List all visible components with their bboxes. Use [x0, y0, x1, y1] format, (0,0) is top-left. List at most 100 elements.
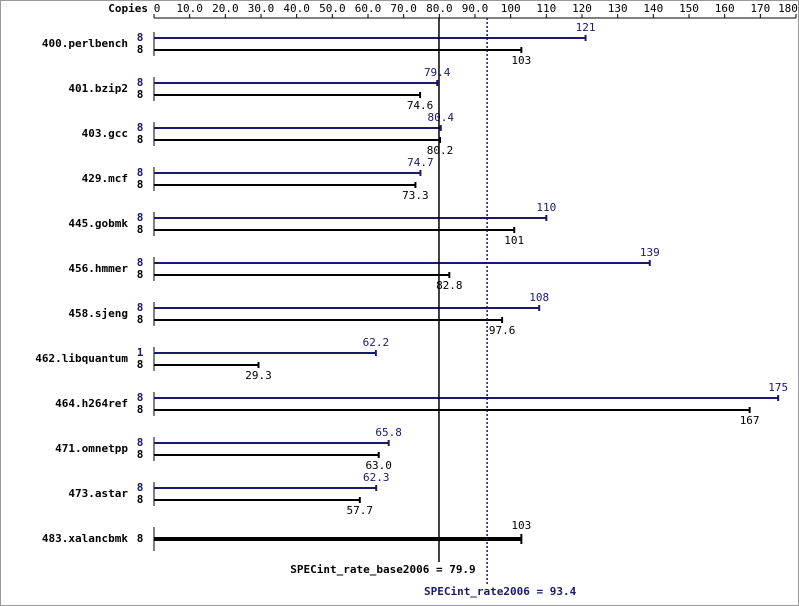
x-tick-label: 140: [643, 2, 663, 15]
copies: 8: [137, 313, 144, 326]
benchmark-name: 464.h264ref: [55, 397, 128, 410]
x-tick-label: 90.0: [462, 2, 489, 15]
copies: 8: [137, 43, 144, 56]
x-tick-label: 180: [778, 2, 798, 15]
value-label: 101: [504, 234, 524, 247]
bar: [154, 397, 779, 399]
copies: 8: [137, 436, 144, 449]
copies: 8: [137, 166, 144, 179]
benchmark-name: 471.omnetpp: [55, 442, 128, 455]
value-label: 29.3: [245, 369, 272, 382]
bar: [154, 262, 650, 264]
x-tick-label: 20.0: [212, 2, 239, 15]
bar: [154, 499, 360, 501]
x-tick-label: 70.0: [390, 2, 417, 15]
benchmark-name: 445.gobmk: [68, 217, 128, 230]
x-tick-label: 150: [679, 2, 699, 15]
copies: 8: [137, 121, 144, 134]
x-tick-label: 10.0: [176, 2, 203, 15]
copies: 8: [137, 133, 144, 146]
copies: 8: [137, 301, 144, 314]
x-tick-label: 0: [154, 2, 161, 15]
value-label: 167: [740, 414, 760, 427]
x-tick-label: 50.0: [319, 2, 346, 15]
bar: [154, 442, 389, 444]
value-label: 80.2: [427, 144, 454, 157]
bar: [154, 274, 450, 276]
copies: 8: [137, 223, 144, 236]
benchmark-name: 400.perlbench: [42, 37, 128, 50]
x-tick-label: 40.0: [283, 2, 310, 15]
copies: 8: [137, 493, 144, 506]
bar: [154, 454, 379, 456]
axis-label: Copies: [108, 2, 148, 15]
copies: 8: [137, 76, 144, 89]
copies: 8: [137, 403, 144, 416]
copies: 8: [137, 256, 144, 269]
value-label: 80.4: [428, 111, 455, 124]
value-label: 57.7: [347, 504, 374, 517]
benchmark-name: 401.bzip2: [68, 82, 128, 95]
value-label: 62.2: [363, 336, 390, 349]
x-tick-label: 60.0: [355, 2, 382, 15]
bar: [154, 409, 750, 411]
value-label: 62.3: [363, 471, 390, 484]
copies: 8: [137, 448, 144, 461]
x-tick-label: 120: [572, 2, 592, 15]
copies: 8: [137, 178, 144, 191]
value-label: 73.3: [402, 189, 429, 202]
value-label: 108: [529, 291, 549, 304]
bar: [154, 37, 586, 39]
value-label: 74.7: [407, 156, 434, 169]
benchmark-name: 483.xalancbmk: [42, 532, 128, 545]
copies: 8: [137, 268, 144, 281]
copies: 8: [137, 211, 144, 224]
value-label: 97.6: [489, 324, 516, 337]
copies: 8: [137, 532, 144, 545]
benchmark-name: 462.libquantum: [35, 352, 128, 365]
reference-label: SPECint_rate_base2006 = 79.9: [290, 563, 475, 576]
value-label: 79.4: [424, 66, 451, 79]
value-label: 103: [511, 54, 531, 67]
value-label: 139: [640, 246, 660, 259]
bar: [154, 307, 540, 309]
copies: 8: [137, 391, 144, 404]
copies: 8: [137, 481, 144, 494]
x-tick-label: 100: [501, 2, 521, 15]
value-label: 82.8: [436, 279, 463, 292]
x-tick-label: 80.0: [426, 2, 453, 15]
value-label: 121: [576, 21, 596, 34]
bar: [154, 82, 438, 84]
benchmark-name: 403.gcc: [82, 127, 128, 140]
bar: [154, 139, 441, 141]
bar: [154, 184, 416, 186]
bar: [154, 319, 503, 321]
value-label: 63.0: [365, 459, 392, 472]
bar: [154, 537, 522, 541]
value-label: 110: [536, 201, 556, 214]
bar: [154, 217, 547, 219]
value-label: 65.8: [375, 426, 402, 439]
x-tick-label: 160: [715, 2, 735, 15]
bar: [154, 172, 421, 174]
value-label: 175: [768, 381, 788, 394]
bar: [154, 487, 377, 489]
bar: [154, 94, 421, 96]
x-tick-label: 130: [608, 2, 628, 15]
copies: 8: [137, 31, 144, 44]
value-label: 74.6: [407, 99, 434, 112]
x-tick-label: 30.0: [248, 2, 275, 15]
value-label: 103: [511, 519, 531, 532]
bar: [154, 49, 522, 51]
benchmark-name: 458.sjeng: [68, 307, 128, 320]
bar: [154, 127, 441, 129]
benchmark-name: 456.hmmer: [68, 262, 128, 275]
bar: [154, 364, 259, 366]
bar: [154, 352, 376, 354]
copies: 8: [137, 88, 144, 101]
bar: [154, 229, 515, 231]
x-tick-label: 170: [750, 2, 770, 15]
benchmark-name: 473.astar: [68, 487, 128, 500]
